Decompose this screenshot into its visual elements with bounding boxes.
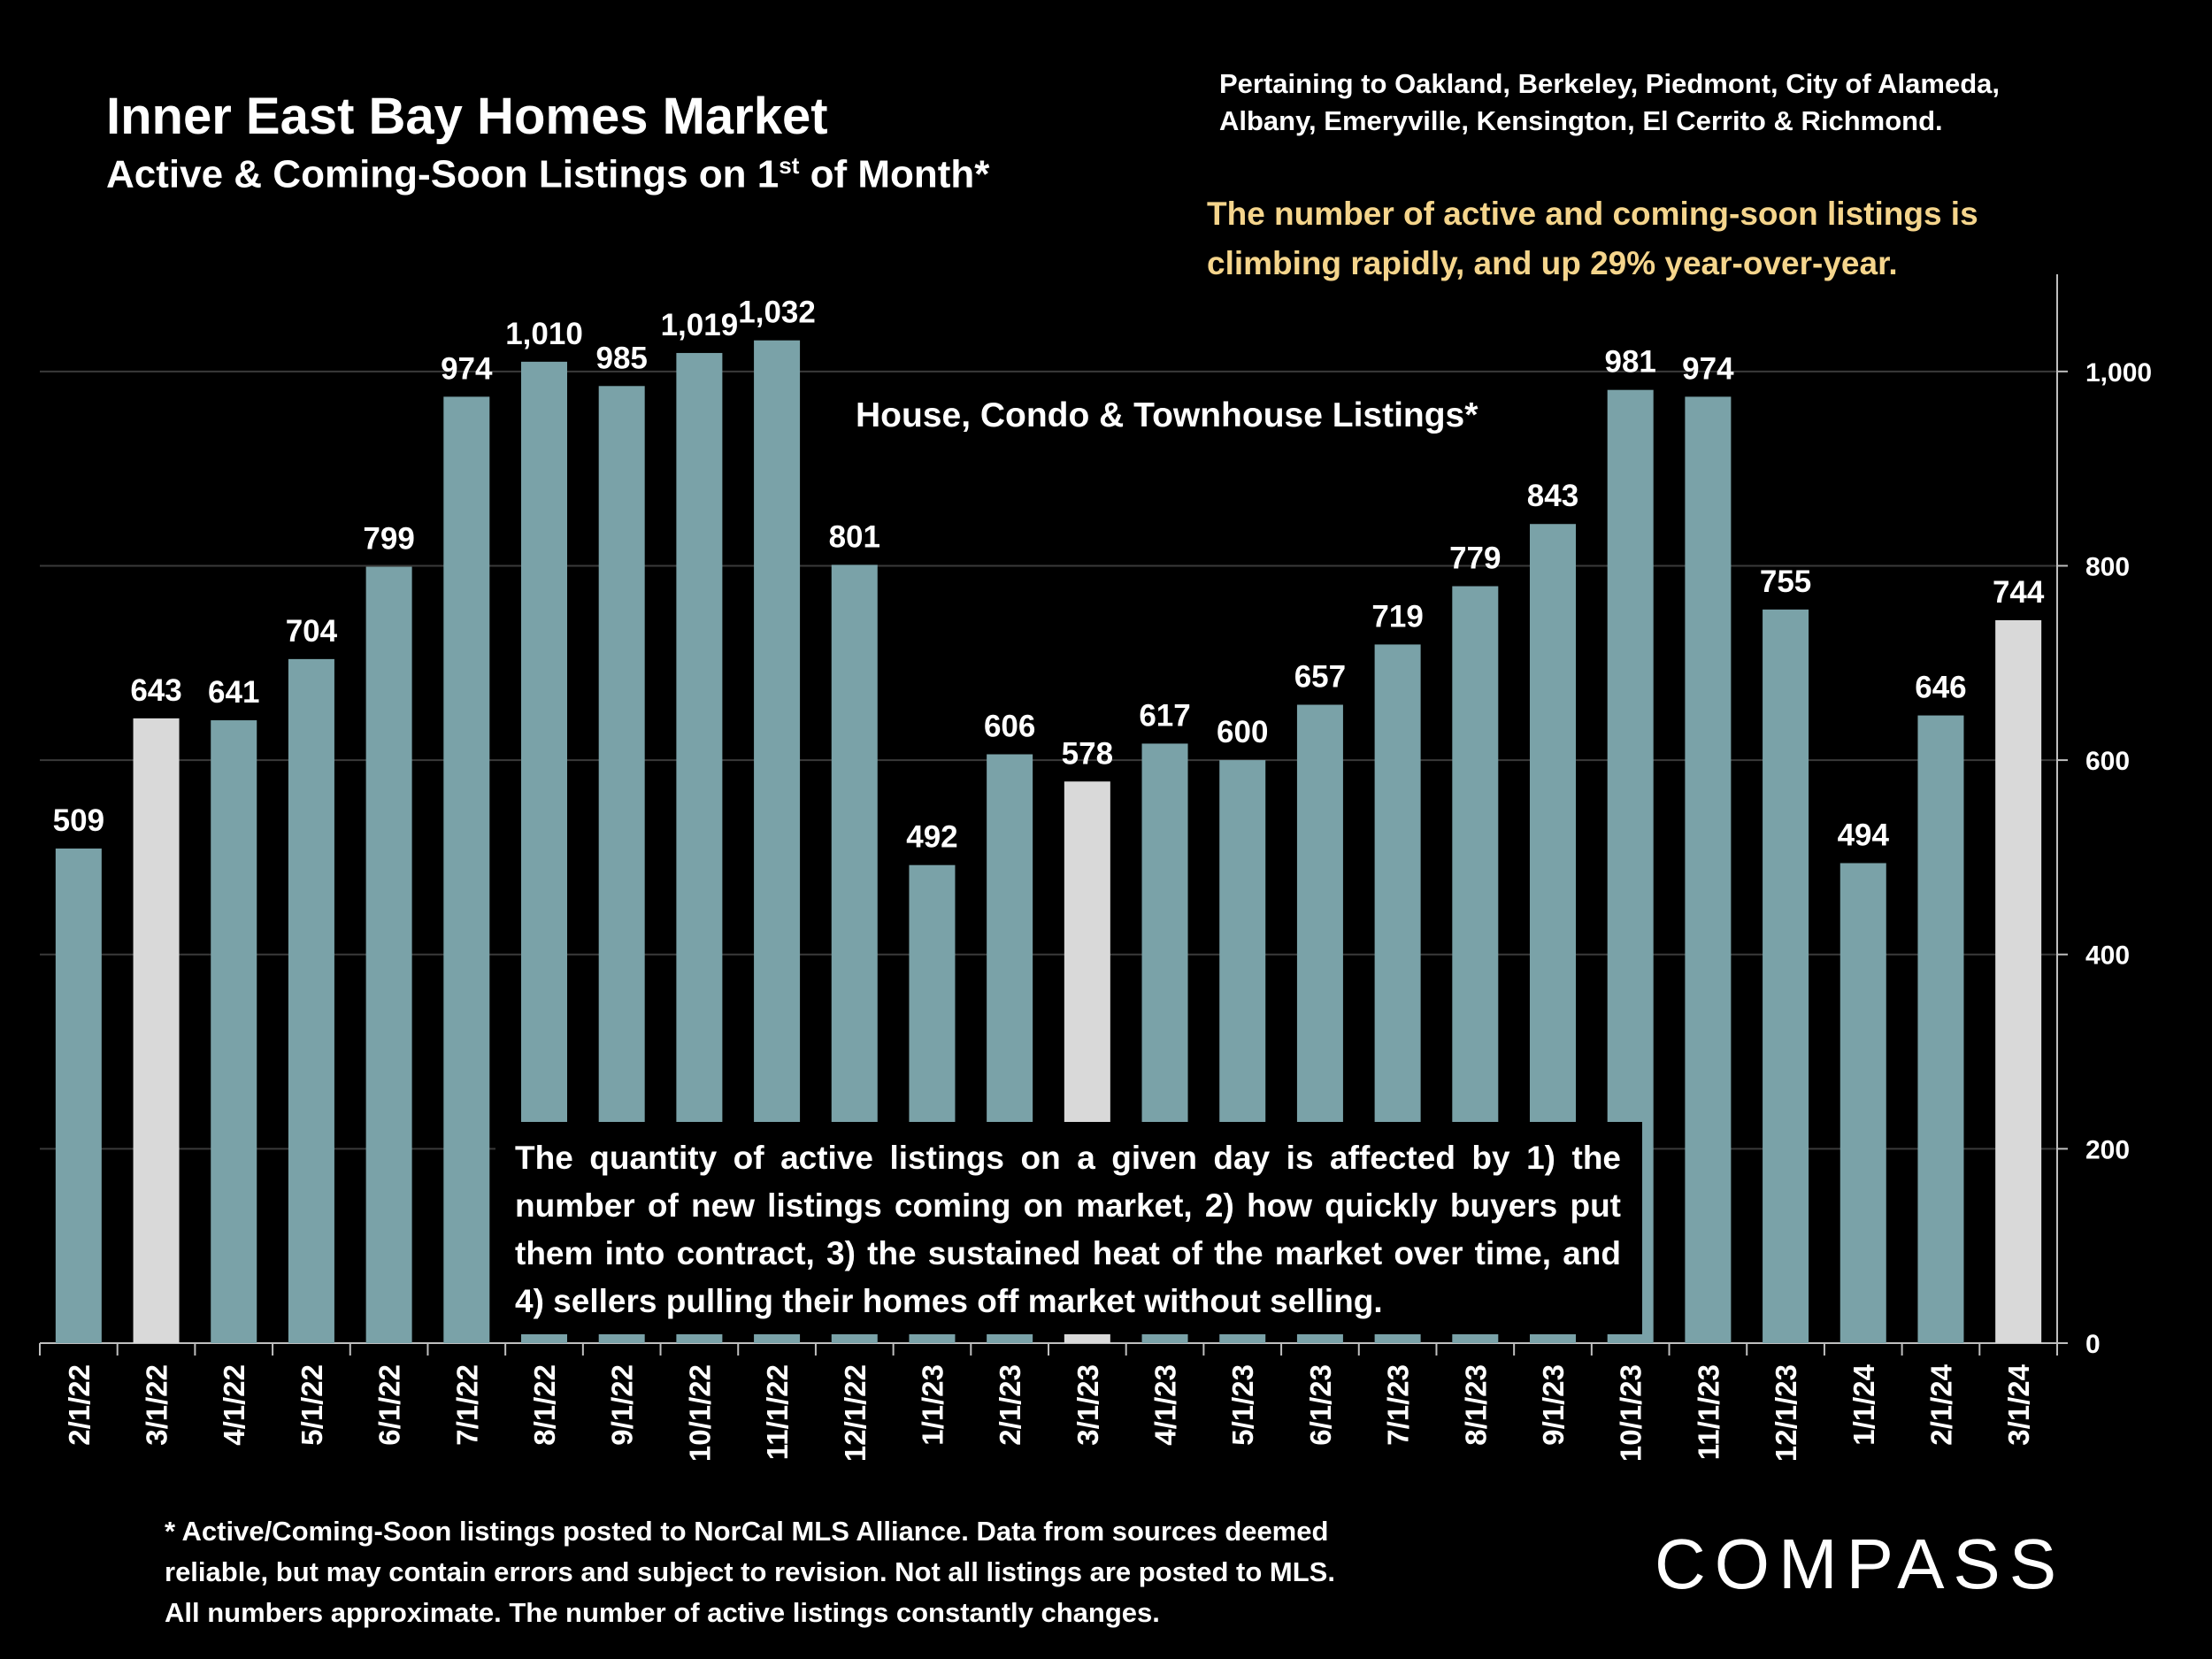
subtitle-superscript: st xyxy=(779,152,800,179)
bar-value-label: 801 xyxy=(829,519,880,554)
x-tick-label: 8/1/22 xyxy=(528,1364,561,1446)
bar-value-label: 643 xyxy=(130,673,181,708)
y-tick-label: 800 xyxy=(2085,552,2130,581)
bar-value-label: 600 xyxy=(1217,715,1268,749)
x-tick-label: 4/1/22 xyxy=(218,1364,250,1446)
x-tick-label: 12/1/22 xyxy=(839,1364,872,1462)
bar xyxy=(1685,396,1732,1344)
x-tick-label: 5/1/22 xyxy=(296,1364,328,1446)
bar xyxy=(1763,609,1809,1343)
bar-value-label: 755 xyxy=(1760,565,1811,599)
bar-value-label: 492 xyxy=(906,820,957,855)
highlight-line: climbing rapidly, and up 29% year-over-y… xyxy=(1207,245,1898,281)
bar-value-label: 641 xyxy=(208,675,259,710)
x-tick-label: 4/1/23 xyxy=(1149,1364,1182,1446)
chart-subtitle: Active & Coming-Soon Listings on 1st of … xyxy=(106,152,989,197)
highlight-callout: The number of active and coming-soon lis… xyxy=(1207,189,2092,288)
bar-value-label: 744 xyxy=(1993,575,2045,610)
bar-value-label: 606 xyxy=(984,710,1035,744)
y-tick-label: 0 xyxy=(2085,1330,2101,1359)
x-tick-label: 7/1/22 xyxy=(450,1364,483,1446)
y-tick-label: 200 xyxy=(2085,1135,2130,1164)
bar-value-label: 646 xyxy=(1915,671,1966,705)
x-tick-label: 3/1/23 xyxy=(1071,1364,1104,1446)
bar-value-label: 974 xyxy=(441,351,493,386)
explanation-text: The quantity of active listings on a giv… xyxy=(515,1140,1621,1319)
x-tick-label: 1/1/24 xyxy=(1847,1363,1880,1445)
coverage-note: Pertaining to Oakland, Berkeley, Piedmon… xyxy=(1219,65,2104,140)
bar-value-label: 704 xyxy=(286,614,338,649)
x-tick-label: 6/1/23 xyxy=(1304,1364,1337,1446)
bar xyxy=(443,396,490,1344)
coverage-line: Pertaining to Oakland, Berkeley, Piedmon… xyxy=(1219,68,2000,99)
bar xyxy=(288,658,334,1343)
bar-value-label: 578 xyxy=(1062,736,1113,771)
x-tick-label: 12/1/23 xyxy=(1770,1364,1802,1462)
chart-title: Inner East Bay Homes Market xyxy=(106,88,828,145)
footnote-line: reliable, but may contain errors and sub… xyxy=(165,1556,1335,1587)
subtitle-text: Active & Coming-Soon Listings on 1 xyxy=(106,152,780,196)
footnote-line: All numbers approximate. The number of a… xyxy=(165,1597,1160,1628)
x-tick-label: 1/1/23 xyxy=(916,1364,949,1446)
x-tick-label: 7/1/23 xyxy=(1382,1364,1415,1446)
compass-logo: COMPASS xyxy=(1655,1525,2066,1603)
bar-value-label: 843 xyxy=(1527,479,1578,513)
x-tick-label: 2/1/23 xyxy=(994,1364,1026,1446)
x-tick-label: 9/1/22 xyxy=(606,1364,639,1446)
bar-value-label: 719 xyxy=(1371,599,1423,634)
bar-value-label: 974 xyxy=(1682,351,1734,386)
y-tick-label: 600 xyxy=(2085,747,2130,776)
explanation-box: The quantity of active listings on a giv… xyxy=(495,1122,1642,1334)
x-tick-label: 2/1/24 xyxy=(1924,1363,1957,1445)
bar-value-label: 494 xyxy=(1838,818,1890,852)
bar-value-label: 981 xyxy=(1604,345,1655,380)
x-tick-label: 2/1/22 xyxy=(63,1364,96,1446)
footnote-line: * Active/Coming-Soon listings posted to … xyxy=(165,1516,1329,1547)
bar-value-label: 617 xyxy=(1139,698,1190,733)
x-tick-label: 10/1/23 xyxy=(1615,1364,1647,1462)
bar-value-label: 509 xyxy=(53,803,104,838)
x-tick-label: 5/1/23 xyxy=(1226,1364,1259,1446)
bar-value-label: 799 xyxy=(363,522,414,557)
footnote: * Active/Coming-Soon listings posted to … xyxy=(165,1511,1492,1633)
bar-value-label: 1,010 xyxy=(505,317,583,351)
x-tick-label: 11/1/22 xyxy=(761,1364,794,1460)
x-tick-label: 3/1/24 xyxy=(2002,1363,2035,1445)
highlight-line: The number of active and coming-soon lis… xyxy=(1207,196,1978,232)
bar xyxy=(365,566,412,1343)
x-tick-label: 8/1/23 xyxy=(1459,1364,1492,1446)
bar xyxy=(211,720,257,1343)
y-tick-label: 1,000 xyxy=(2085,358,2152,388)
bar xyxy=(55,849,102,1343)
subtitle-text-end: of Month* xyxy=(799,152,990,196)
y-tick-label: 400 xyxy=(2085,941,2130,971)
bar xyxy=(1839,863,1886,1343)
x-tick-label: 10/1/22 xyxy=(683,1364,716,1462)
x-tick-label: 6/1/22 xyxy=(373,1364,406,1446)
bar-value-label: 985 xyxy=(595,341,647,375)
x-tick-label: 3/1/22 xyxy=(141,1364,173,1446)
bar-value-label: 1,019 xyxy=(661,308,739,342)
x-tick-label: 9/1/23 xyxy=(1537,1364,1570,1446)
bar-value-label: 779 xyxy=(1449,541,1501,576)
chart-inner-label: House, Condo & Townhouse Listings* xyxy=(856,396,1479,434)
bar-value-label: 657 xyxy=(1294,659,1346,694)
bar xyxy=(1995,619,2042,1343)
x-tick-label: 11/1/23 xyxy=(1692,1364,1724,1460)
bar xyxy=(133,718,180,1343)
bar-value-label: 1,032 xyxy=(738,296,816,330)
bar xyxy=(1917,715,1964,1343)
coverage-line: Albany, Emeryville, Kensington, El Cerri… xyxy=(1219,105,1943,136)
